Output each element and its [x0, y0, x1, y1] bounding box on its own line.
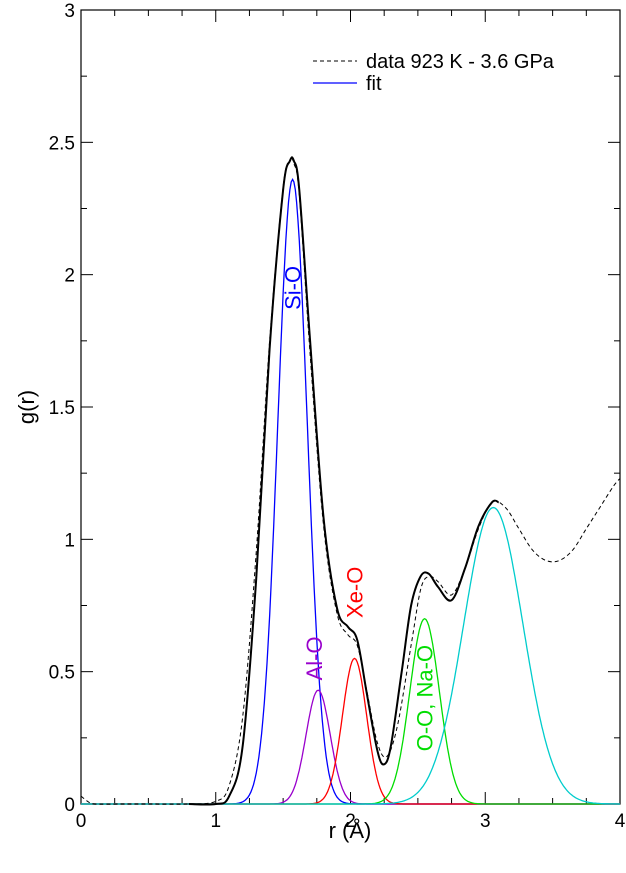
- y-tick-label: 2: [64, 266, 75, 287]
- y-tick-label: 0: [64, 795, 75, 816]
- fit-total-curve: [188, 156, 500, 806]
- data-curve: [80, 157, 621, 805]
- x-tick-label: 1: [210, 811, 221, 832]
- y-tick-label: 1: [64, 530, 75, 551]
- annotation-label-1: Al-O: [302, 636, 327, 680]
- legend-label-data: data 923 K - 3.6 GPa: [366, 51, 555, 73]
- component-curve-0: [81, 177, 620, 805]
- y-tick-label: 3: [64, 1, 75, 22]
- x-tick-label: 4: [615, 811, 626, 832]
- legend: data 923 K - 3.6 GPa fit: [313, 51, 555, 95]
- y-axis-label: g(r): [14, 390, 39, 424]
- annotation-label-0: Si-O: [281, 266, 306, 310]
- x-axis-label: r (Å): [329, 818, 372, 843]
- main-curves: [80, 156, 621, 806]
- legend-label-fit: fit: [366, 73, 382, 95]
- x-tick-label: 3: [480, 811, 491, 832]
- annotation-label-2: Xe-O: [343, 567, 368, 618]
- x-tick-label: 2: [345, 811, 356, 832]
- plot-frame: [80, 9, 621, 805]
- annotation-label-3: O-O, Na-O: [413, 645, 438, 751]
- x-tick-label: 0: [76, 811, 87, 832]
- component-curves: [81, 177, 620, 805]
- y-tick-label: 1.5: [49, 398, 75, 419]
- component-curve-4: [81, 506, 620, 805]
- component-curve-2: [81, 657, 620, 805]
- y-tick-label: 2.5: [49, 133, 75, 154]
- ticks: [80, 9, 621, 805]
- tick-labels: 0 1 2 3 4 0 0.5 1 1.5 2 2.5 3: [49, 1, 626, 832]
- y-tick-label: 0.5: [49, 663, 75, 684]
- peak-annotations: Si-O Al-O Xe-O O-O, Na-O: [281, 266, 438, 751]
- component-curve-1: [81, 689, 620, 805]
